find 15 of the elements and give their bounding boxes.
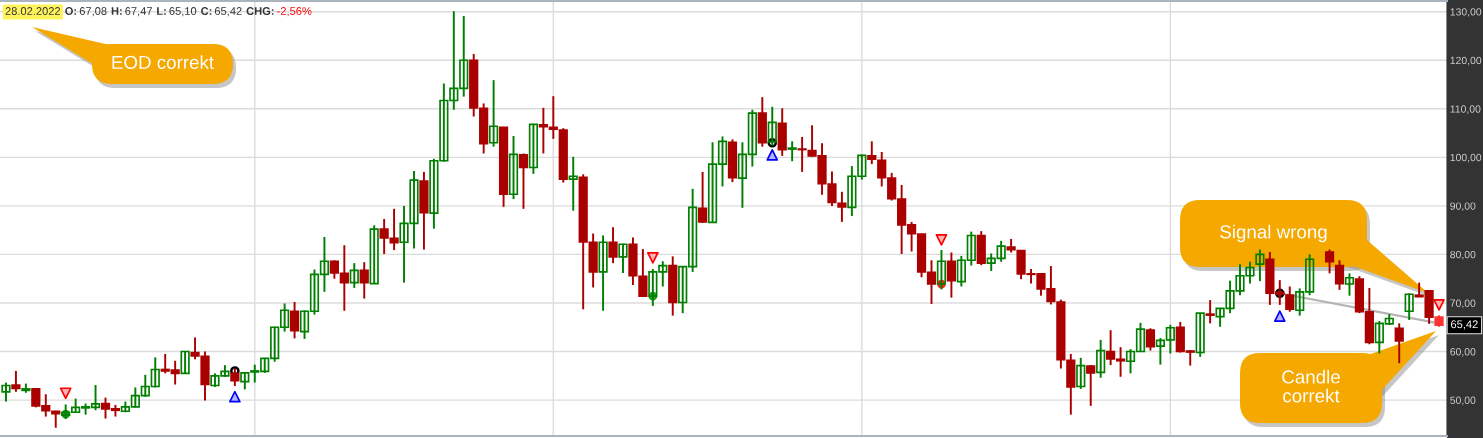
y-tick-label: 130,00	[1450, 8, 1482, 17]
y-tick-label: 120,00	[1450, 56, 1482, 66]
y-tick-label: 60,00	[1450, 348, 1476, 357]
annotation: EOD correkt	[112, 55, 214, 70]
y-tick-label: 50,00	[1450, 396, 1476, 406]
y-tick-label: 70,00	[1450, 299, 1476, 309]
text: O: 67,08 H: 67,47 L: 65,10 C: 65,42 CHG: -2,56%	[65, 7, 312, 17]
annotation: Signal wrong	[1220, 224, 1327, 243]
y-tick-label: 100,00	[1450, 153, 1482, 163]
annotation: 65,42	[1451, 320, 1478, 330]
y-tick-label: 110,00	[1450, 105, 1481, 114]
y-tick-label: 80,00	[1450, 250, 1476, 260]
chart-title: 28.02.2022	[5, 7, 61, 15]
y-tick-label: 90,00	[1450, 202, 1476, 211]
annotation: Candle correkt	[1282, 369, 1340, 403]
